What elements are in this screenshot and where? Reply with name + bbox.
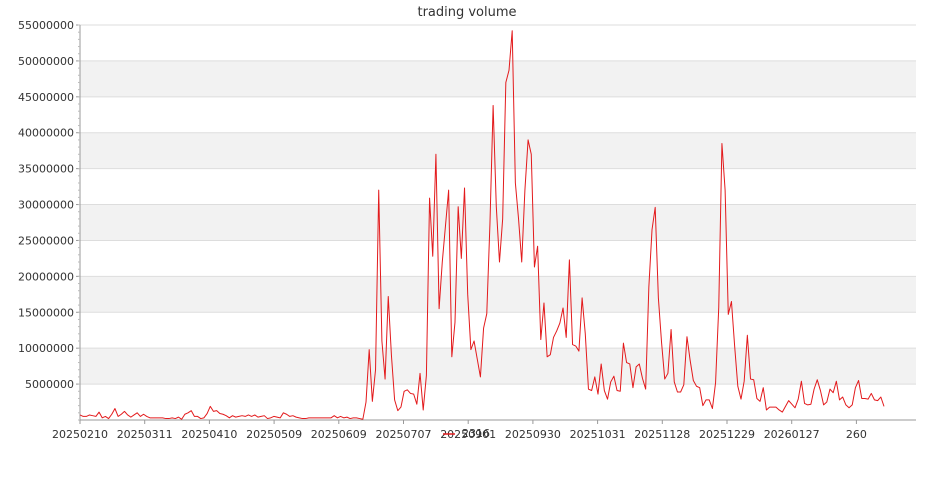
grid-band <box>80 132 916 169</box>
y-tick-label: 5000000 <box>25 378 74 391</box>
grid-lines <box>80 24 916 385</box>
y-tick-label: 25000000 <box>18 234 74 247</box>
x-tick-label: 20250930 <box>505 428 561 441</box>
series-layer <box>79 30 885 420</box>
y-tick-label: 40000000 <box>18 127 74 140</box>
chart-title: trading volume <box>417 5 516 20</box>
grid-band <box>80 348 916 385</box>
x-tick-label: 20260127 <box>764 428 820 441</box>
y-tick-label: 15000000 <box>18 306 74 319</box>
y-tick-label: 50000000 <box>18 55 74 68</box>
x-tick-label: 20251128 <box>634 428 690 441</box>
x-tick-label: 20250509 <box>246 428 302 441</box>
x-tick-label: 20250311 <box>117 428 173 441</box>
grid-bands <box>80 60 916 385</box>
x-tick-label: 20250609 <box>311 428 367 441</box>
grid-band <box>80 60 916 97</box>
grid-band <box>80 276 916 313</box>
x-tick-label: 20250707 <box>376 428 432 441</box>
y-tick-label: 45000000 <box>18 91 74 104</box>
x-tick-label: 20250901 <box>440 428 496 441</box>
y-tick-label: 55000000 <box>18 19 74 32</box>
x-tick-label: 20250410 <box>181 428 237 441</box>
legend: 2316 <box>443 427 490 440</box>
y-tick-label: 30000000 <box>18 199 74 212</box>
x-axis-ticks: 20250210 20250311 20250410 20250509 20250609… <box>52 420 867 441</box>
x-tick-label: 20250210 <box>52 428 108 441</box>
legend-label: 2316 <box>462 427 490 440</box>
y-axis-ticks: 5000000 10000000 15000000 20000000 25000000 3… <box>18 19 80 421</box>
y-tick-label: 20000000 <box>18 270 74 283</box>
x-tick-label: 20251031 <box>570 428 626 441</box>
y-tick-label: 35000000 <box>18 163 74 176</box>
x-tick-label: 20251229 <box>699 428 755 441</box>
axes <box>79 25 916 421</box>
x-tick-label: 260 <box>846 428 867 441</box>
y-tick-label: 10000000 <box>18 342 74 355</box>
series-line-2316 <box>79 30 885 420</box>
